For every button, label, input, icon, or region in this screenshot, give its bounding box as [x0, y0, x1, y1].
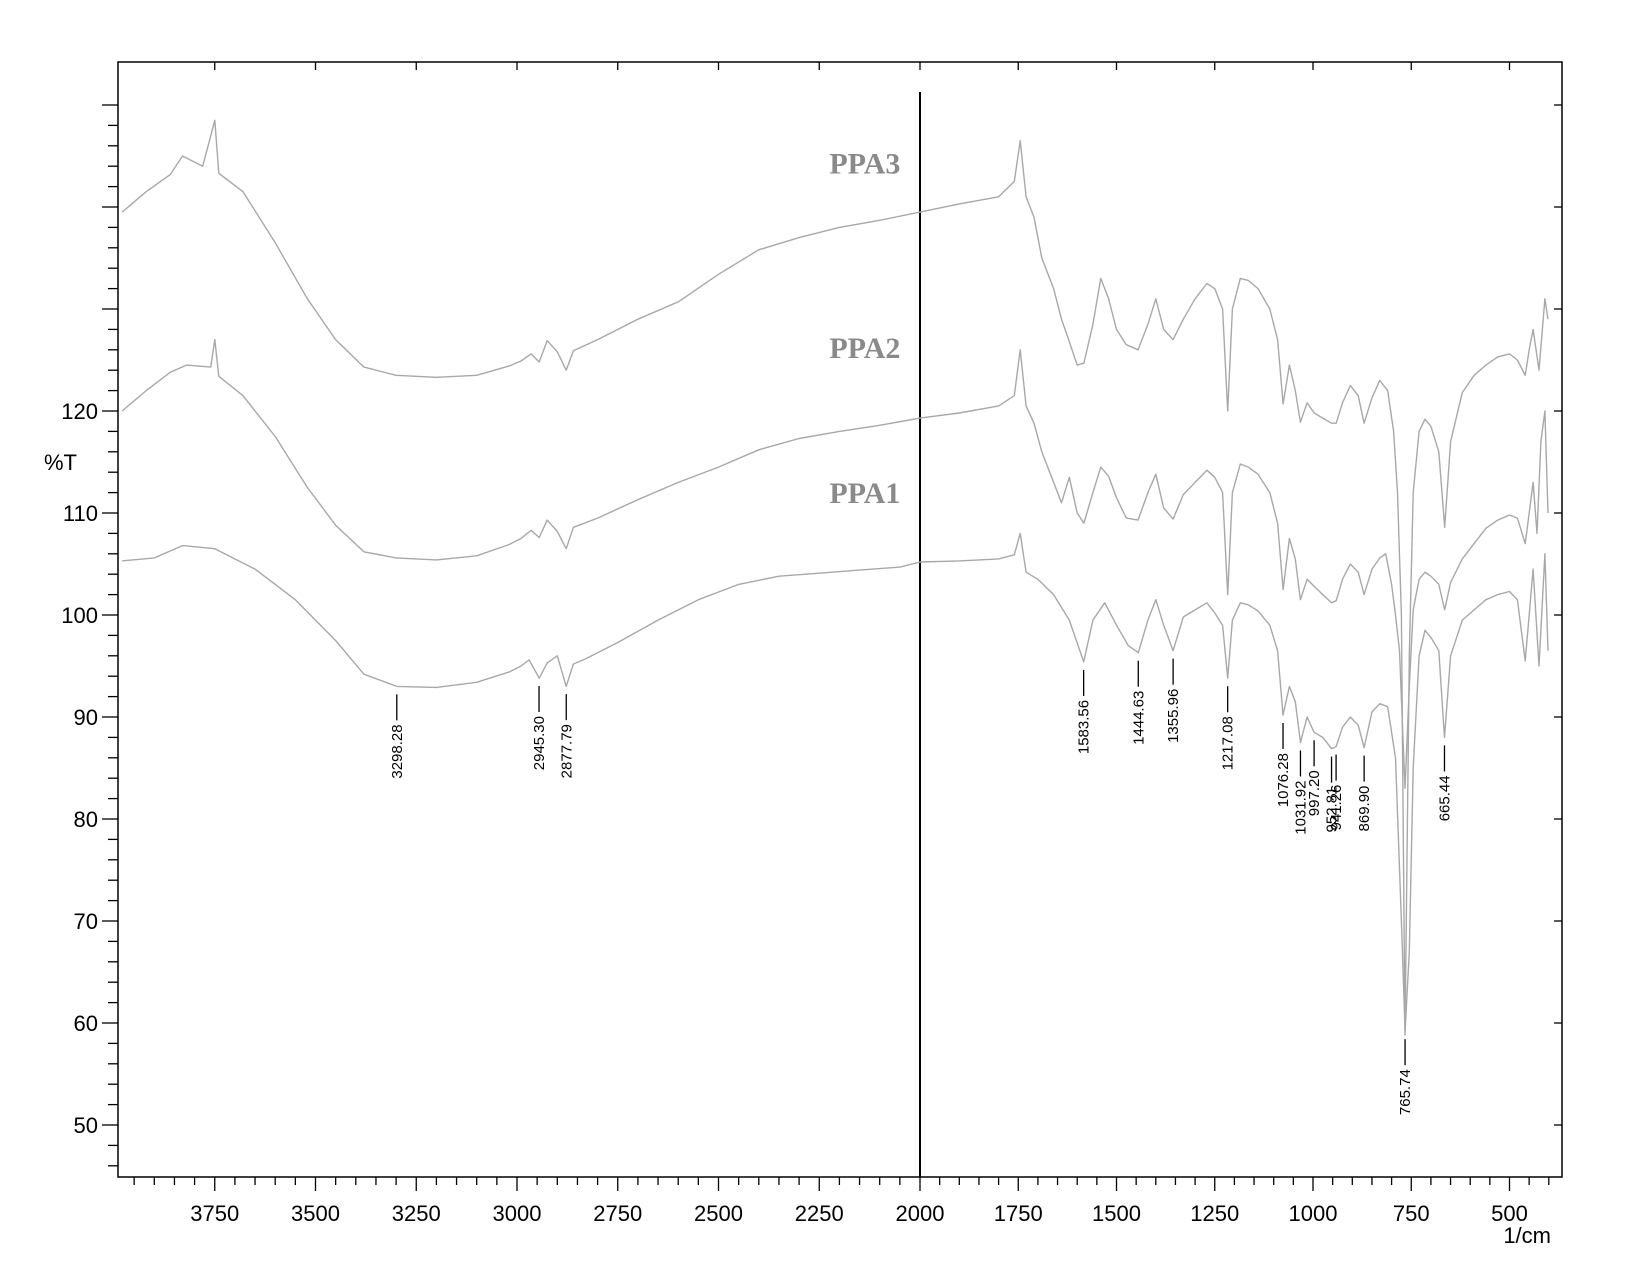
series-labels: PPA1 PPA2 PPA3	[829, 147, 900, 509]
peak-label: 1583.56	[1076, 700, 1093, 754]
plot-border	[117, 61, 1563, 1178]
peak-label: 952.81	[1324, 787, 1341, 833]
series-line-ppa3	[121, 119, 1549, 1036]
x-axis: 3750 3500 3250 3000 2750 2500 2250 2000 1750 1500…	[133, 62, 1550, 1226]
peak-label: 941.26	[1328, 785, 1345, 831]
peak-label: 3298.28	[389, 724, 406, 778]
peak-annotations: 3298.28 2945.30 2877.79 1583.56 1444.63 1355.…	[389, 658, 1454, 1115]
series-label-ppa1: PPA1	[829, 477, 900, 510]
peak-label: 1076.28	[1275, 753, 1292, 807]
x-tick-label: 1750	[994, 1201, 1043, 1226]
y-tick-label: 120	[61, 399, 98, 424]
x-tick-label: 1000	[1289, 1201, 1338, 1226]
x-tick-label: 3000	[493, 1201, 542, 1226]
x-tick-label: 2250	[795, 1201, 844, 1226]
y-tick-label: 50	[74, 1113, 98, 1138]
series-label-ppa3: PPA3	[829, 147, 900, 180]
peak-label: 765.74	[1397, 1069, 1414, 1115]
x-axis-unit-label: 1/cm	[1503, 1223, 1551, 1248]
peak-label: 997.20	[1306, 770, 1323, 816]
peak-label: 869.90	[1356, 786, 1373, 832]
x-tick-label: 2000	[896, 1201, 945, 1226]
series-label-ppa2: PPA2	[829, 332, 900, 365]
peak-label: 665.44	[1437, 775, 1454, 821]
x-tick-label: 1250	[1190, 1201, 1239, 1226]
x-tick-label: 3750	[190, 1201, 239, 1226]
peak-label: 2945.30	[531, 716, 548, 770]
y-tick-label: 100	[61, 603, 98, 628]
peak-label: 1031.92	[1293, 781, 1310, 835]
y-tick-label: 90	[74, 705, 98, 730]
series-line-ppa2	[121, 338, 1549, 790]
peak-label: 2877.79	[558, 724, 575, 778]
y-tick-label: 80	[74, 807, 98, 832]
x-tick-label: 2500	[694, 1201, 743, 1226]
peak-label: 1444.63	[1130, 691, 1147, 745]
x-tick-label: 3250	[392, 1201, 441, 1226]
series-line-ppa1	[122, 532, 1549, 1032]
x-tick-label: 2750	[593, 1201, 642, 1226]
y-tick-label: 110	[63, 501, 98, 526]
plot-frame	[117, 61, 1563, 1178]
y-axis-unit-label: %T	[44, 450, 77, 475]
x-tick-label: 3500	[291, 1201, 340, 1226]
y-tick-label: 60	[74, 1011, 98, 1036]
y-axis: 50 60 70 80 90 100 110 120	[61, 104, 1562, 1167]
x-tick-label: 750	[1393, 1201, 1430, 1226]
series-layer	[121, 119, 1549, 1036]
y-tick-label: 70	[74, 909, 98, 934]
x-tick-label: 500	[1491, 1201, 1528, 1226]
x-tick-label: 1500	[1092, 1201, 1141, 1226]
peak-label: 1355.96	[1165, 689, 1182, 743]
peak-label: 1217.08	[1220, 716, 1237, 770]
